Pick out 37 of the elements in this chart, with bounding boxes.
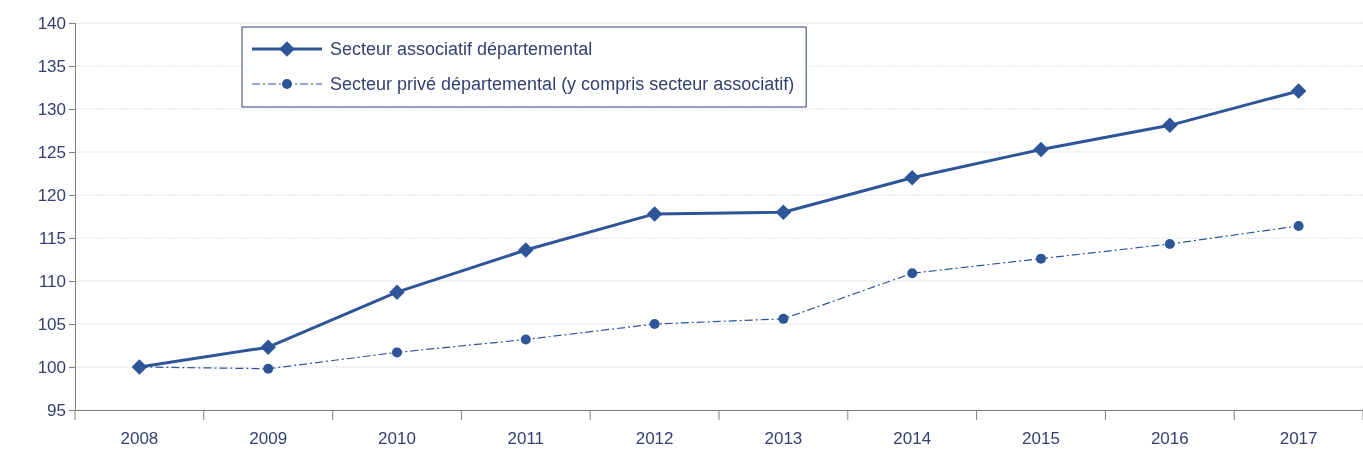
point (520, 334, 531, 345)
x-tick-label: 2008 (120, 429, 159, 449)
y-tick-label: 120 (37, 185, 66, 205)
x-tick-label: 2014 (893, 429, 932, 449)
x-tick-label: 2013 (764, 429, 803, 449)
point (392, 347, 402, 358)
y-tick-label: 100 (37, 357, 66, 377)
point (649, 319, 660, 329)
point (389, 284, 405, 300)
x-tick-label: 2016 (1150, 429, 1189, 449)
x-tick-label: 2011 (507, 429, 545, 449)
point (907, 268, 918, 279)
x-tick-label: 2012 (635, 429, 674, 449)
y-tick-label: 95 (47, 400, 66, 420)
y-tick-label: 125 (37, 142, 66, 162)
y-tick-label: 135 (37, 56, 66, 76)
point (646, 206, 663, 222)
y-tick-label: 140 (37, 13, 66, 33)
point (1164, 239, 1175, 250)
point (1036, 253, 1046, 264)
y-tick-label: 110 (38, 271, 66, 291)
y-tick-label: 105 (37, 314, 66, 334)
point (518, 242, 534, 258)
x-tick-label: 2009 (249, 429, 288, 449)
x-tick-label: 2010 (378, 429, 416, 449)
point (904, 170, 920, 186)
point (260, 339, 276, 355)
legend-label: Secteur associatif départemental (330, 39, 593, 59)
x-tick-label: 2015 (1022, 429, 1060, 449)
point (263, 363, 274, 374)
point (1290, 83, 1307, 99)
point (778, 313, 789, 324)
point (1293, 220, 1304, 231)
y-tick-label: 130 (37, 99, 66, 119)
legend-label: Secteur privé départemental (y compris secteur associatif) (330, 74, 795, 94)
y-tick-label: 115 (38, 228, 66, 248)
x-tick-label: 2017 (1279, 429, 1318, 449)
